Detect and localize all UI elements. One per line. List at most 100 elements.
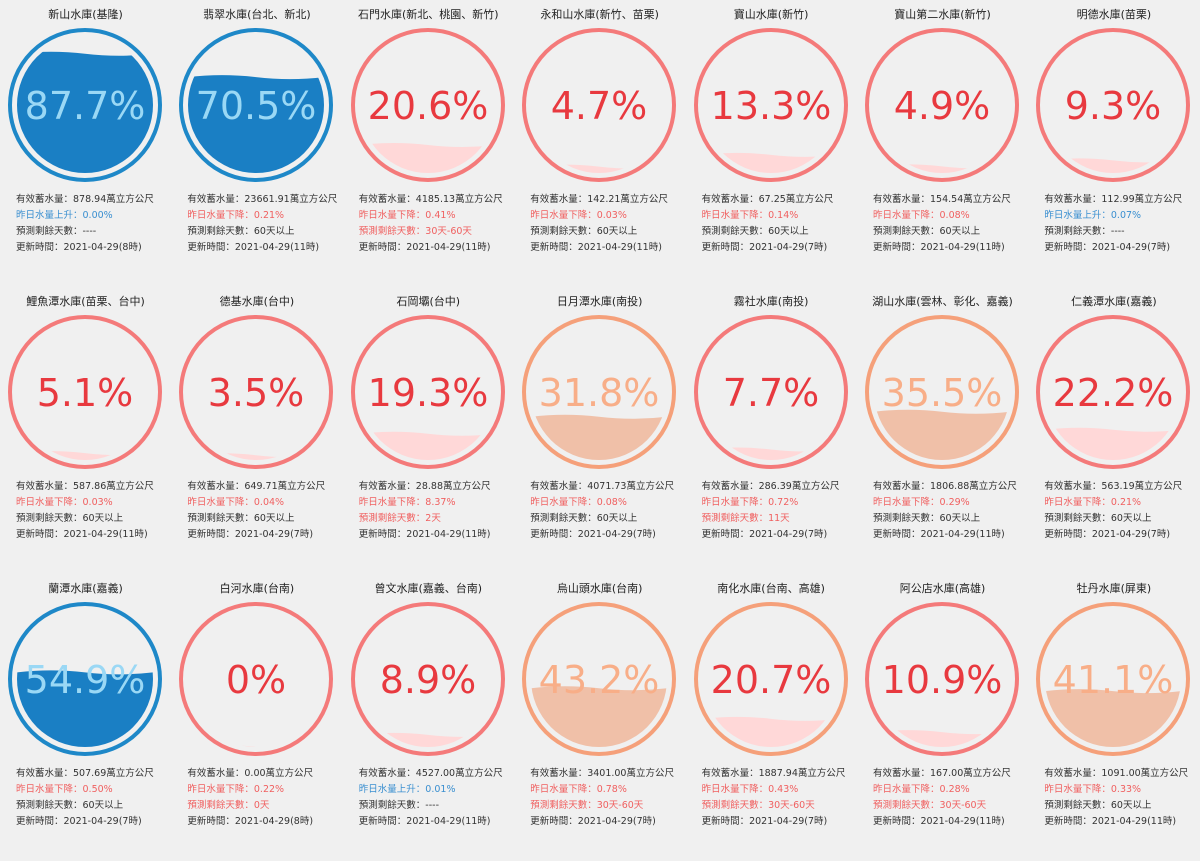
updated-time: 更新時間：2021-04-29(11時) <box>187 242 320 253</box>
days-left: 預測剩餘天數：60天以上 <box>530 226 638 237</box>
reservoir-info: 有效蓄水量：112.99萬立方公尺 昨日水量上升：0.07% 預測剩餘天數：----… <box>1044 192 1196 256</box>
gauge: 20.6% <box>350 28 505 182</box>
gauge-ring <box>8 315 162 469</box>
water-fill <box>188 745 325 747</box>
days-left: 預測剩餘天數：60天以上 <box>530 513 638 524</box>
days-left: 預測剩餘天數：11天 <box>701 513 790 524</box>
change: 昨日水量下降：0.78% <box>530 784 627 795</box>
gauge-ring <box>8 602 162 756</box>
percent-label: 5.1% <box>37 371 134 415</box>
change: 昨日水量上升：0.01% <box>358 784 456 795</box>
days-left: 預測剩餘天數：---- <box>358 800 440 811</box>
reservoir-name: 寶山第二水庫(新竹) <box>894 8 991 21</box>
gauge-ring <box>865 315 1019 469</box>
reservoir-card: 日月潭水庫(南投) 31.8% 有效蓄水量：4071.73萬立方公尺 昨日水量下降：0… <box>514 287 685 574</box>
reservoir-name: 南化水庫(台南、高雄) <box>717 582 825 595</box>
gauge-ring <box>1036 315 1191 469</box>
water-fill <box>359 143 496 173</box>
gauge-ring <box>179 315 334 469</box>
reservoir-info: 有效蓄水量：167.00萬立方公尺 昨日水量下降：0.28% 預測剩餘天數：30天-… <box>873 766 1025 830</box>
change: 昨日水量下降：0.50% <box>16 784 113 795</box>
updated-time: 更新時間：2021-04-29(7時) <box>530 529 656 540</box>
storage: 有效蓄水量：0.00萬立方公尺 <box>187 768 314 779</box>
updated-time: 更新時間：2021-04-29(11時) <box>530 242 662 253</box>
reservoir-info: 有效蓄水量：0.00萬立方公尺 昨日水量下降：0.22% 預測剩餘天數：0天 更新時間… <box>187 766 339 830</box>
percent-label: 22.2% <box>1053 371 1174 415</box>
days-left: 預測剩餘天數：60天以上 <box>187 513 295 524</box>
gauge-ring <box>522 28 677 182</box>
percent-label: 9.3% <box>1065 84 1162 128</box>
change: 昨日水量下降：8.37% <box>358 497 456 508</box>
water-fill <box>188 453 325 460</box>
storage: 有效蓄水量：3401.00萬立方公尺 <box>530 768 674 779</box>
change: 昨日水量下降：0.72% <box>701 497 799 508</box>
reservoir-name: 寶山水庫(新竹) <box>733 8 809 21</box>
reservoir-name: 德基水庫(台中) <box>219 295 295 308</box>
updated-time: 更新時間：2021-04-29(7時) <box>530 816 656 827</box>
water-fill <box>531 164 668 173</box>
reservoir-info: 有效蓄水量：28.88萬立方公尺 昨日水量下降：8.37% 預測剩餘天數：2天 更新時… <box>359 479 511 543</box>
water-fill <box>1045 427 1182 460</box>
gauge-ring <box>350 602 505 756</box>
days-left: 預測剩餘天數：60天以上 <box>16 800 124 811</box>
updated-time: 更新時間：2021-04-29(11時) <box>873 816 1005 827</box>
days-left: 預測剩餘天數：60天以上 <box>16 513 124 524</box>
percent-label: 0% <box>226 658 286 702</box>
reservoir-card: 烏山頭水庫(台南) 43.2% 有效蓄水量：3401.00萬立方公尺 昨日水量下降：0… <box>514 574 685 861</box>
reservoir-name: 明德水庫(苗栗) <box>1076 8 1152 21</box>
change: 昨日水量下降：0.21% <box>1044 497 1142 508</box>
updated-time: 更新時間：2021-04-29(7時) <box>16 816 142 827</box>
gauge: 13.3% <box>693 28 848 182</box>
reservoir-info: 有效蓄水量：4185.13萬立方公尺 昨日水量下降：0.41% 預測剩餘天數：30天… <box>359 192 511 256</box>
water-fill <box>1045 689 1182 747</box>
storage: 有效蓄水量：563.19萬立方公尺 <box>1044 481 1183 492</box>
days-left: 預測剩餘天數：60天以上 <box>873 513 981 524</box>
storage: 有效蓄水量：112.99萬立方公尺 <box>1044 194 1183 205</box>
water-fill <box>17 451 153 460</box>
percent-label: 8.9% <box>380 658 477 702</box>
storage: 有效蓄水量：286.39萬立方公尺 <box>701 481 840 492</box>
reservoir-name: 鯉魚潭水庫(苗栗、台中) <box>26 295 145 308</box>
gauge-ring <box>179 602 334 756</box>
days-left: 預測剩餘天數：30天-60天 <box>701 800 815 811</box>
storage: 有效蓄水量：67.25萬立方公尺 <box>701 194 834 205</box>
reservoir-name: 仁義潭水庫(嘉義) <box>1071 295 1157 308</box>
updated-time: 更新時間：2021-04-29(7時) <box>701 529 828 540</box>
updated-time: 更新時間：2021-04-29(7時) <box>1044 242 1171 253</box>
gauge: 3.5% <box>179 315 334 469</box>
dashboard: 新山水庫(基隆) 87.7% 有效蓄水量：878.94萬立方公尺 昨日水量上升：0.0… <box>0 0 1196 827</box>
gauge: 8.9% <box>350 602 505 756</box>
reservoir-info: 有效蓄水量：4071.73萬立方公尺 昨日水量下降：0.08% 預測剩餘天數：60天… <box>530 479 682 543</box>
percent-label: 13.3% <box>710 84 831 128</box>
reservoir-card: 蘭潭水庫(嘉義) 54.9% 有效蓄水量：507.69萬立方公尺 昨日水量下降：0.5… <box>0 574 171 861</box>
reservoir-name: 湖山水庫(雲林、彰化、嘉義) <box>872 295 1013 308</box>
storage: 有效蓄水量：1887.94萬立方公尺 <box>701 768 846 779</box>
gauge: 87.7% <box>8 28 162 182</box>
change: 昨日水量下降：0.03% <box>530 210 627 221</box>
reservoir-info: 有效蓄水量：67.25萬立方公尺 昨日水量下降：0.14% 預測剩餘天數：60天以上… <box>702 192 854 256</box>
reservoir-card: 翡翠水庫(台北、新北) 70.5% 有效蓄水量：23661.91萬立方公尺 昨日水量下… <box>171 0 342 287</box>
gauge: 10.9% <box>865 602 1019 756</box>
percent-label: 7.7% <box>722 371 819 415</box>
water-fill <box>702 716 839 747</box>
storage: 有效蓄水量：1806.88萬立方公尺 <box>873 481 1017 492</box>
updated-time: 更新時間：2021-04-29(11時) <box>16 529 148 540</box>
gauge: 22.2% <box>1036 315 1191 469</box>
reservoir-card: 永和山水庫(新竹、苗栗) 4.7% 有效蓄水量：142.21萬立方公尺 昨日水量下降：… <box>514 0 685 287</box>
change: 昨日水量下降：0.22% <box>187 784 285 795</box>
reservoir-card: 新山水庫(基隆) 87.7% 有效蓄水量：878.94萬立方公尺 昨日水量上升：0.0… <box>0 0 171 287</box>
reservoir-card: 德基水庫(台中) 3.5% 有效蓄水量：649.71萬立方公尺 昨日水量下降：0.04… <box>171 287 342 574</box>
updated-time: 更新時間：2021-04-29(11時) <box>358 816 491 827</box>
change: 昨日水量下降：0.14% <box>701 210 799 221</box>
gauge-ring <box>350 315 505 469</box>
storage: 有效蓄水量：28.88萬立方公尺 <box>358 481 491 492</box>
updated-time: 更新時間：2021-04-29(11時) <box>358 242 491 253</box>
percent-label: 20.7% <box>710 658 831 702</box>
reservoir-card: 阿公店水庫(高雄) 10.9% 有效蓄水量：167.00萬立方公尺 昨日水量下降：0.… <box>857 574 1028 861</box>
reservoir-card: 寶山第二水庫(新竹) 4.9% 有效蓄水量：154.54萬立方公尺 昨日水量下降：0.… <box>857 0 1028 287</box>
water-fill <box>874 730 1010 747</box>
storage: 有效蓄水量：4185.13萬立方公尺 <box>358 194 503 205</box>
days-left: 預測剩餘天數：60天以上 <box>187 226 295 237</box>
updated-time: 更新時間：2021-04-29(11時) <box>873 242 1005 253</box>
reservoir-info: 有效蓄水量：286.39萬立方公尺 昨日水量下降：0.72% 預測剩餘天數：11天更… <box>702 479 854 543</box>
